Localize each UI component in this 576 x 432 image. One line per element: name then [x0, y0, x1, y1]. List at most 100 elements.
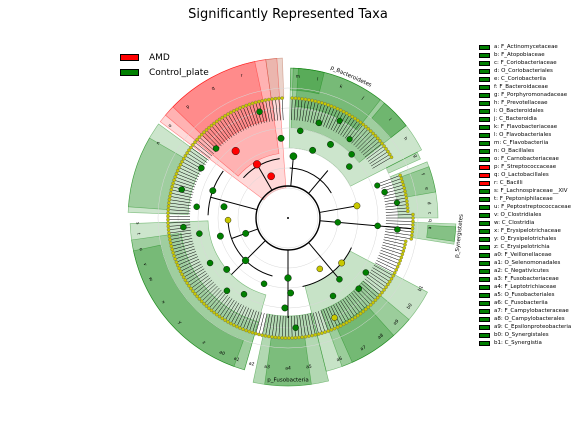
leaf-spoke	[349, 294, 364, 312]
internal-node	[223, 266, 231, 273]
taxa-label: c: F_Coriobacteriaceae	[494, 60, 557, 66]
taxa-label: z: C_Erysipelotrichia	[494, 244, 550, 250]
leaf-spoke	[173, 183, 195, 190]
clade-wedge	[295, 68, 381, 131]
leaf-spoke	[224, 115, 237, 135]
wedge-letter: z	[201, 340, 206, 346]
leaf-spoke	[227, 302, 240, 323]
leaf-spoke	[281, 315, 284, 338]
leaf-spoke	[384, 197, 407, 202]
leaf-node	[411, 216, 415, 220]
leaf-spoke	[206, 129, 222, 147]
leaf-node	[399, 176, 404, 181]
tree-branch	[210, 196, 258, 211]
leaf-spoke	[383, 191, 406, 197]
leaf-spoke	[380, 178, 402, 187]
tree-branch	[231, 240, 266, 275]
leaf-node	[332, 105, 337, 110]
taxa-swatch	[479, 276, 490, 282]
leaf-node	[180, 272, 184, 277]
internal-node	[242, 229, 250, 237]
leaf-node	[307, 98, 311, 102]
leaf-node	[399, 255, 404, 260]
leaf-spoke	[362, 280, 381, 296]
wedge-letter: v	[142, 263, 148, 267]
leaf-node	[341, 322, 346, 327]
clade-wedge	[172, 61, 268, 149]
leaf-spoke	[249, 310, 257, 332]
leaf-spoke	[369, 151, 389, 164]
leaf-spoke	[201, 285, 218, 302]
internal-node	[231, 147, 240, 156]
leaf-node	[166, 211, 170, 215]
leaf-spoke	[342, 118, 356, 137]
taxa-swatch	[479, 332, 490, 338]
leaf-spoke	[307, 100, 313, 123]
internal-node	[267, 172, 275, 181]
leaf-node	[332, 326, 337, 331]
taxa-legend-entry: y: O_Erysipelotrichales	[479, 235, 571, 243]
leaf-node	[169, 188, 174, 192]
taxa-swatch	[479, 60, 490, 66]
wedge-letter: n	[156, 141, 162, 146]
leaf-spoke	[199, 283, 216, 300]
leaf-spoke	[171, 240, 193, 247]
wedge-letter: a1	[233, 356, 240, 364]
internal-node	[329, 292, 337, 300]
wedge-letter: a9	[392, 318, 400, 326]
group-legend: AMD Control_plate	[120, 50, 209, 80]
leaf-spoke	[181, 263, 202, 275]
leaf-node	[235, 324, 239, 329]
legend-entry-amd: AMD	[120, 50, 209, 65]
internal-node	[336, 276, 343, 283]
leaf-node	[378, 139, 382, 143]
leaf-node	[371, 131, 375, 136]
leaf-node	[226, 320, 230, 324]
leaf-spoke	[299, 315, 303, 338]
leaf-node	[403, 242, 407, 247]
leaf-node	[344, 321, 349, 325]
leaf-node	[185, 281, 189, 285]
taxa-label: b0: O_Synergistales	[494, 332, 549, 338]
taxa-label: a: F_Actinomycetaceae	[494, 44, 558, 50]
internal-node	[394, 226, 401, 233]
leaf-node	[193, 140, 197, 144]
internal-node	[381, 188, 388, 196]
leaf-spoke	[291, 315, 293, 338]
taxa-swatch	[479, 148, 490, 154]
leaf-spoke	[168, 202, 191, 206]
leaf-node	[358, 120, 363, 125]
wedge-letter: u	[138, 247, 144, 251]
leaf-spoke	[180, 164, 201, 175]
internal-node	[292, 324, 299, 331]
leaf-node	[181, 275, 186, 280]
leaf-node	[232, 109, 236, 113]
leaf-node	[344, 111, 349, 115]
leaf-node	[195, 294, 199, 299]
leaf-node	[395, 265, 400, 269]
leaf-spoke	[206, 289, 222, 307]
leaf-node	[170, 184, 174, 189]
leaf-spoke	[242, 106, 252, 128]
leaf-node	[171, 250, 175, 255]
leaf-node	[178, 162, 183, 167]
leaf-node	[191, 143, 195, 147]
leaf-node	[290, 336, 294, 340]
leaf-spoke	[233, 305, 245, 326]
taxa-legend-entry: a: F_Actinomycetaceae	[479, 43, 571, 51]
leaf-spoke	[275, 98, 279, 121]
taxa-swatch	[479, 204, 490, 210]
leaf-node	[335, 325, 340, 330]
leaf-spoke	[304, 99, 310, 122]
wedge-letter: d	[426, 201, 432, 205]
internal-node	[193, 203, 200, 210]
leaf-spoke	[312, 101, 319, 124]
leaf-node	[247, 329, 252, 334]
leaf-node	[260, 333, 264, 337]
taxa-swatch	[479, 228, 490, 234]
leaf-node	[290, 96, 294, 100]
leaf-node	[172, 254, 176, 258]
taxa-label: a8: O_Campylobacterales	[494, 316, 565, 322]
taxa-legend-entry: a7: F_Campylobacteraceae	[479, 307, 571, 315]
leaf-node	[189, 286, 193, 291]
